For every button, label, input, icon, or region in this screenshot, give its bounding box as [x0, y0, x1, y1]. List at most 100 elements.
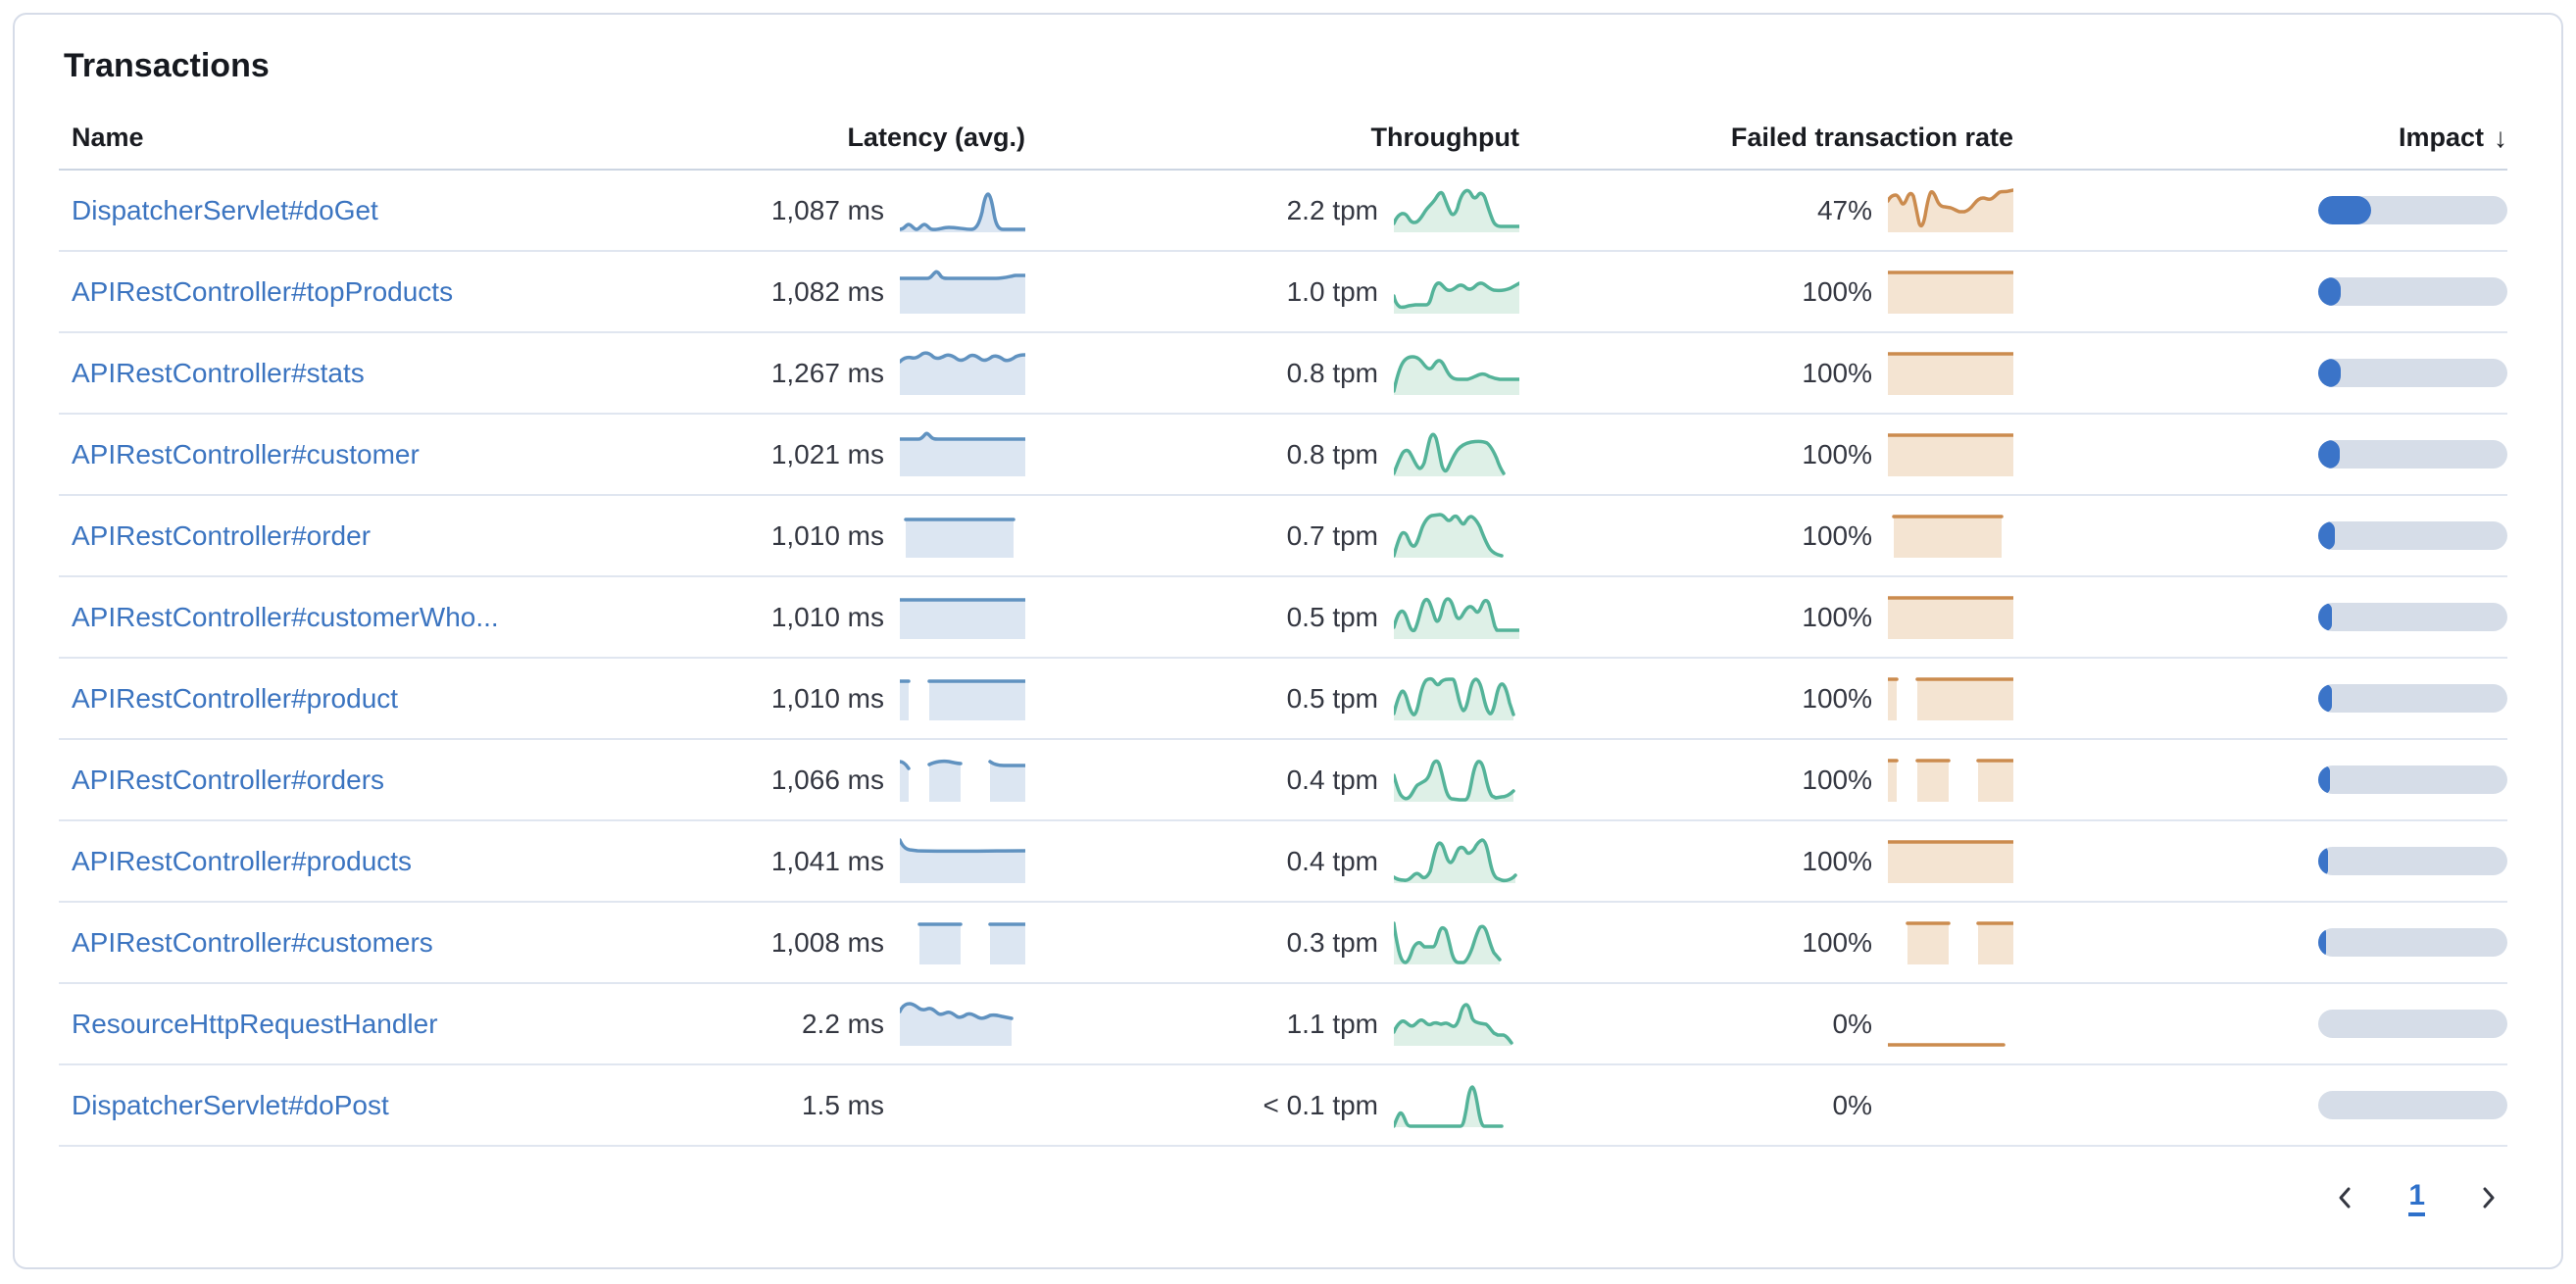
failed-rate-cell: 100%: [1519, 430, 2013, 479]
failed-rate-sparkline: [1892, 514, 2004, 558]
latency-sparkline: [904, 517, 1016, 558]
impact-bar: [2318, 1091, 2507, 1119]
impact-bar: [2318, 847, 2507, 875]
transaction-name-link[interactable]: APIRestController#customers: [72, 926, 433, 958]
throughput-value: 1.1 tpm: [1286, 1008, 1378, 1039]
failed-rate-cell: 100%: [1519, 593, 2013, 642]
throughput-value: 0.5 tpm: [1286, 682, 1378, 714]
failed-rate-value: 100%: [1802, 438, 1872, 469]
panel-title: Transactions: [64, 47, 270, 84]
latency-cell: 1,087 ms: [531, 186, 1025, 235]
failed-rate-cell: 0%: [1519, 1000, 2013, 1049]
transaction-name-link[interactable]: APIRestController#order: [72, 519, 372, 551]
impact-bar-fill: [2318, 440, 2341, 469]
column-header-failed-rate[interactable]: Failed transaction rate: [1730, 123, 2013, 152]
impact-bar-fill: [2318, 277, 2342, 306]
impact-cell: [2013, 765, 2507, 794]
throughput-cell: 0.4 tpm: [1025, 837, 1519, 886]
latency-value: 1,010 ms: [770, 601, 884, 632]
throughput-value: 0.8 tpm: [1286, 438, 1378, 469]
transaction-name-link[interactable]: APIRestController#products: [72, 845, 413, 876]
latency-value: 1,010 ms: [770, 682, 884, 714]
latency-cell: 1,267 ms: [531, 349, 1025, 398]
transaction-name-link[interactable]: APIRestController#topProducts: [72, 275, 454, 307]
table-row: APIRestController#customers 1,008 ms 0.3…: [59, 903, 2507, 984]
failed-rate-sparkline: [1888, 839, 2013, 883]
failed-rate-sparkline: [1888, 595, 2013, 639]
latency-cell: 1,010 ms: [531, 593, 1025, 642]
transaction-name-link[interactable]: APIRestController#stats: [72, 357, 365, 388]
throughput-cell: < 0.1 tpm: [1025, 1081, 1519, 1130]
latency-sparkline: [917, 921, 1025, 964]
throughput-cell: 0.5 tpm: [1025, 593, 1519, 642]
impact-cell: [2013, 277, 2507, 306]
failed-rate-cell: 100%: [1519, 268, 2013, 317]
impact-cell: [2013, 603, 2507, 631]
impact-bar-fill: [2318, 928, 2327, 957]
throughput-cell: 0.4 tpm: [1025, 756, 1519, 805]
transaction-name-link[interactable]: APIRestController#customerWho...: [72, 601, 499, 632]
failed-rate-cell: 100%: [1519, 674, 2013, 723]
table-row: APIRestController#products 1,041 ms 0.4 …: [59, 821, 2507, 903]
table-row: APIRestController#topProducts 1,082 ms 1…: [59, 252, 2507, 333]
failed-rate-value: 100%: [1802, 682, 1872, 714]
transaction-name-link[interactable]: DispatcherServlet#doGet: [72, 194, 378, 225]
impact-bar: [2318, 603, 2507, 631]
throughput-value: 0.3 tpm: [1286, 926, 1378, 958]
failed-rate-value: 0%: [1832, 1008, 1872, 1039]
next-page-button[interactable]: [2468, 1178, 2507, 1217]
failed-rate-value: 100%: [1802, 926, 1872, 958]
column-header-impact[interactable]: Impact ↓: [2398, 122, 2507, 153]
throughput-cell: 0.3 tpm: [1025, 918, 1519, 967]
impact-bar-fill: [2318, 684, 2332, 713]
impact-bar-fill: [2318, 847, 2329, 875]
latency-value: 1,041 ms: [770, 845, 884, 876]
failed-rate-value: 0%: [1832, 1089, 1872, 1120]
latency-sparkline: [900, 350, 1025, 395]
latency-sparkline: [900, 191, 1025, 232]
impact-cell: [2013, 1091, 2507, 1119]
throughput-sparkline: [1394, 1002, 1513, 1046]
table-row: APIRestController#order 1,010 ms 0.7 tpm…: [59, 496, 2507, 577]
latency-cell: 2.2 ms: [531, 1000, 1025, 1049]
throughput-sparkline: [1394, 188, 1519, 232]
transaction-name-link[interactable]: DispatcherServlet#doPost: [72, 1089, 389, 1120]
failed-rate-sparkline: [1888, 758, 2013, 802]
latency-sparkline: [900, 597, 1025, 639]
latency-cell: 1,021 ms: [531, 430, 1025, 479]
impact-cell: [2013, 928, 2507, 957]
impact-bar: [2318, 765, 2507, 794]
throughput-cell: 0.7 tpm: [1025, 512, 1519, 561]
failed-rate-sparkline: [1888, 432, 2013, 476]
transaction-name-link[interactable]: APIRestController#customer: [72, 438, 420, 469]
throughput-sparkline: [1394, 676, 1515, 720]
page-number-1[interactable]: 1: [2408, 1179, 2425, 1216]
throughput-sparkline: [1394, 759, 1515, 802]
impact-bar: [2318, 196, 2507, 224]
impact-bar: [2318, 928, 2507, 957]
column-header-name[interactable]: Name: [72, 123, 144, 152]
table-row: APIRestController#customerWho... 1,010 m…: [59, 577, 2507, 659]
throughput-sparkline: [1394, 596, 1519, 639]
throughput-sparkline: [1394, 354, 1519, 395]
impact-cell: [2013, 521, 2507, 550]
transaction-name-link[interactable]: APIRestController#orders: [72, 764, 385, 795]
impact-bar-fill: [2318, 359, 2342, 387]
failed-rate-sparkline: [1888, 187, 2013, 232]
transaction-name-link[interactable]: APIRestController#product: [72, 682, 399, 714]
transaction-name-link[interactable]: ResourceHttpRequestHandler: [72, 1008, 438, 1039]
impact-bar-fill: [2318, 196, 2372, 224]
impact-bar-fill: [2318, 765, 2330, 794]
column-header-latency[interactable]: Latency (avg.): [847, 123, 1025, 152]
failed-rate-cell: 100%: [1519, 837, 2013, 886]
previous-page-button[interactable]: [2326, 1178, 2365, 1217]
throughput-cell: 0.5 tpm: [1025, 674, 1519, 723]
failed-rate-sparkline: [1888, 1081, 2013, 1130]
impact-bar: [2318, 521, 2507, 550]
throughput-sparkline: [1394, 432, 1506, 476]
failed-rate-cell: 100%: [1519, 918, 2013, 967]
chevron-right-icon: [2483, 1187, 2495, 1209]
latency-sparkline: [900, 1001, 1014, 1046]
column-header-throughput[interactable]: Throughput: [1370, 123, 1519, 152]
latency-value: 1,066 ms: [770, 764, 884, 795]
